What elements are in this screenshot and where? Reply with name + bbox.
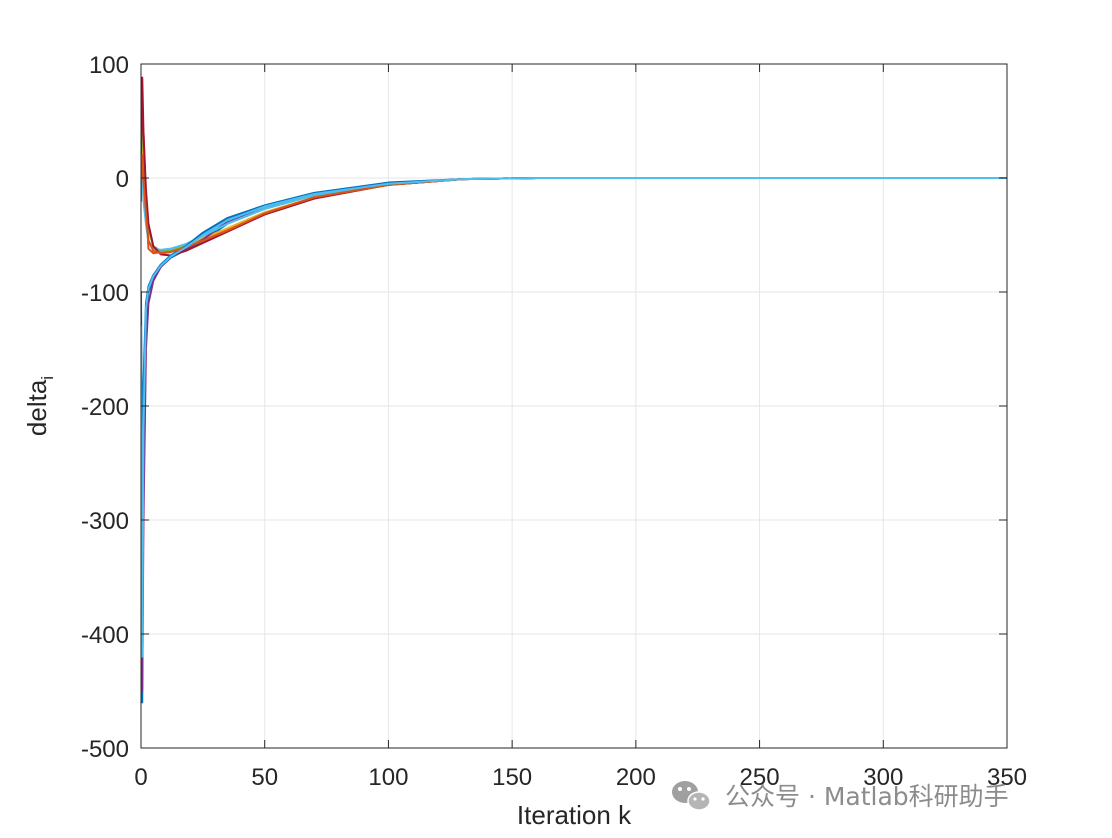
y-axis-label-subscript: i	[38, 376, 57, 380]
y-tick-label: -500	[81, 736, 129, 763]
plot-area: 0 50 100 150 200 250 300 350 100 0 -100 -200 -300 -4…	[81, 52, 1027, 791]
series-line-10	[141, 177, 1007, 658]
svg-text:deltai: deltai	[22, 376, 57, 436]
x-tick-label: 100	[368, 764, 408, 791]
y-axis-label: deltai	[22, 376, 57, 436]
x-tick-label: 250	[740, 764, 780, 791]
wechat-icon	[672, 781, 711, 811]
y-tick-label: 100	[89, 52, 129, 79]
watermark: 公众号 · Matlab科研助手	[672, 781, 1009, 811]
x-tick-label: 350	[987, 764, 1027, 791]
x-tick-label: 50	[251, 764, 278, 791]
watermark-text: 公众号 · Matlab科研助手	[725, 782, 1009, 811]
y-axis-label-base: delta	[22, 379, 52, 436]
series-group	[141, 76, 1007, 704]
y-tick-label: -300	[81, 508, 129, 535]
y-tick-label: -400	[81, 622, 129, 649]
y-tick-label: 0	[116, 166, 129, 193]
x-axis-label: Iteration k	[517, 800, 632, 830]
x-tick-label: 200	[616, 764, 656, 791]
x-tick-label: 150	[492, 764, 532, 791]
y-axis-ticks: 100 0 -100 -200 -300 -400 -500	[81, 52, 1007, 763]
y-tick-label: -100	[81, 280, 129, 307]
x-tick-label: 300	[863, 764, 903, 791]
x-axis-ticks: 0 50 100 150 200 250 300 350	[134, 64, 1027, 791]
y-tick-label: -200	[81, 394, 129, 421]
x-tick-label: 0	[134, 764, 147, 791]
